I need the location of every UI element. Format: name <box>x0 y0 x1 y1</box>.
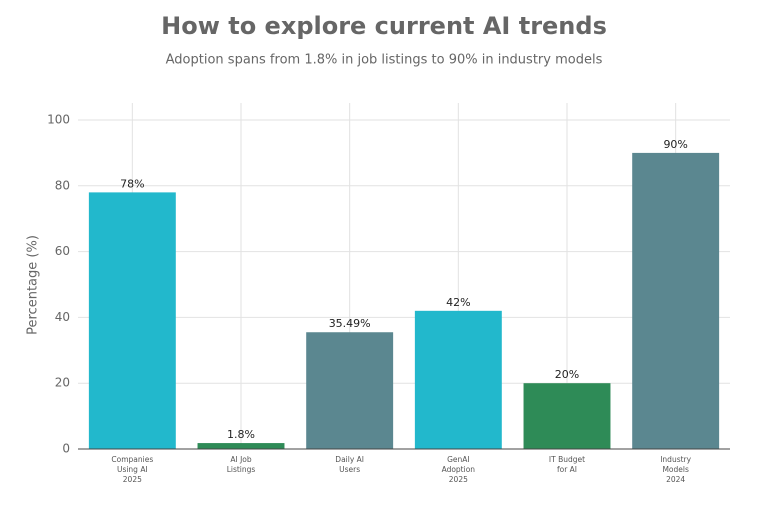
bar <box>414 310 502 449</box>
value-label: 78% <box>120 177 144 190</box>
y-tick-label: 40 <box>55 310 70 324</box>
x-tick-label: Daily AI Users <box>335 455 365 474</box>
bar <box>632 152 720 449</box>
y-tick-label: 0 <box>62 442 70 456</box>
bar <box>197 443 285 449</box>
y-tick-label: 80 <box>55 178 70 192</box>
x-tick-label: AI Job Listings <box>226 455 256 474</box>
value-label: 90% <box>663 138 687 151</box>
value-label: 42% <box>446 296 470 309</box>
value-label: 20% <box>555 368 579 381</box>
x-tick-label: Companies Using AI 2025 <box>111 455 154 484</box>
value-label: 35.49% <box>329 317 371 330</box>
y-tick-label: 60 <box>55 244 70 258</box>
chart-title: How to explore current AI trends <box>161 12 607 40</box>
bar <box>523 383 611 449</box>
y-tick-label: 20 <box>55 376 70 390</box>
y-axis-label: Percentage (%) <box>26 235 41 335</box>
bar <box>306 332 394 449</box>
x-tick-label: Industry Models 2024 <box>660 455 692 484</box>
y-tick-label: 100 <box>47 113 70 127</box>
value-label: 1.8% <box>227 428 255 441</box>
bar <box>88 192 176 449</box>
x-tick-label: GenAI Adoption 2025 <box>441 455 476 484</box>
x-tick-label: IT Budget for AI <box>548 455 586 474</box>
chart-subtitle: Adoption spans from 1.8% in job listings… <box>166 53 603 68</box>
